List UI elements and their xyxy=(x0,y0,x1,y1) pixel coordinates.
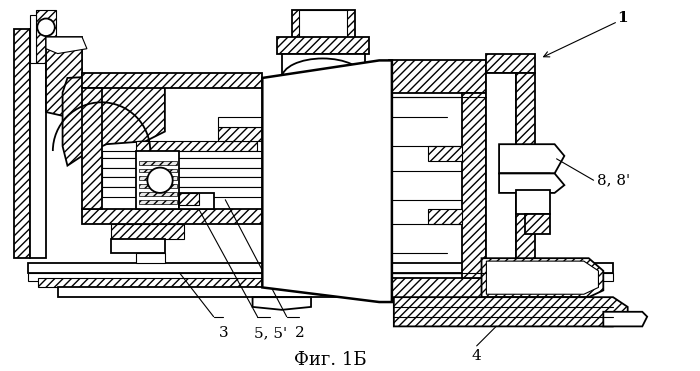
Polygon shape xyxy=(486,297,535,312)
Polygon shape xyxy=(282,53,365,78)
Polygon shape xyxy=(136,151,179,210)
Polygon shape xyxy=(389,278,486,302)
Polygon shape xyxy=(38,278,594,288)
Polygon shape xyxy=(102,151,262,158)
Polygon shape xyxy=(218,127,262,141)
Polygon shape xyxy=(82,88,102,210)
Polygon shape xyxy=(29,273,613,280)
Polygon shape xyxy=(30,29,46,258)
Polygon shape xyxy=(57,288,574,297)
Polygon shape xyxy=(82,73,262,88)
Polygon shape xyxy=(14,29,30,258)
Polygon shape xyxy=(265,244,377,280)
Bar xyxy=(36,10,56,63)
Polygon shape xyxy=(526,214,550,234)
Text: 3: 3 xyxy=(218,326,228,341)
Polygon shape xyxy=(462,92,486,278)
Polygon shape xyxy=(102,158,262,168)
Polygon shape xyxy=(111,224,184,239)
Polygon shape xyxy=(262,60,392,302)
Text: 4: 4 xyxy=(472,349,482,363)
Polygon shape xyxy=(253,297,311,310)
Polygon shape xyxy=(499,173,564,193)
Polygon shape xyxy=(501,173,559,190)
Polygon shape xyxy=(428,146,462,161)
Polygon shape xyxy=(102,168,262,177)
Polygon shape xyxy=(62,73,165,165)
Polygon shape xyxy=(499,144,564,173)
Polygon shape xyxy=(482,258,603,297)
Bar xyxy=(139,168,176,173)
Polygon shape xyxy=(389,60,486,92)
Polygon shape xyxy=(179,193,199,204)
Polygon shape xyxy=(265,68,377,104)
Text: 2: 2 xyxy=(295,326,304,341)
Bar xyxy=(139,161,176,165)
Bar xyxy=(30,14,36,63)
Polygon shape xyxy=(516,190,550,214)
Text: 5, 5': 5, 5' xyxy=(253,326,287,341)
Polygon shape xyxy=(394,297,628,326)
Polygon shape xyxy=(486,53,535,73)
Bar xyxy=(300,10,347,37)
Polygon shape xyxy=(136,141,258,151)
Bar xyxy=(139,192,176,196)
Bar xyxy=(139,176,176,180)
Polygon shape xyxy=(102,177,262,187)
Polygon shape xyxy=(218,117,262,127)
Polygon shape xyxy=(501,146,559,171)
Polygon shape xyxy=(136,253,165,263)
Polygon shape xyxy=(46,37,87,53)
Polygon shape xyxy=(603,312,648,326)
Bar xyxy=(139,184,176,188)
Text: Фиг. 1Б: Фиг. 1Б xyxy=(294,351,367,369)
Circle shape xyxy=(37,19,55,36)
Text: 1: 1 xyxy=(617,10,628,24)
Polygon shape xyxy=(516,73,535,297)
Polygon shape xyxy=(486,73,516,297)
Circle shape xyxy=(147,168,173,193)
Polygon shape xyxy=(291,10,355,39)
Polygon shape xyxy=(46,37,82,117)
Polygon shape xyxy=(111,239,165,253)
Polygon shape xyxy=(179,193,214,210)
Polygon shape xyxy=(486,261,598,294)
Bar xyxy=(139,200,176,204)
Polygon shape xyxy=(29,263,613,273)
Polygon shape xyxy=(428,210,462,224)
Text: 8, 8': 8, 8' xyxy=(598,173,631,187)
Polygon shape xyxy=(82,210,262,224)
Polygon shape xyxy=(102,187,262,197)
Polygon shape xyxy=(277,37,370,53)
